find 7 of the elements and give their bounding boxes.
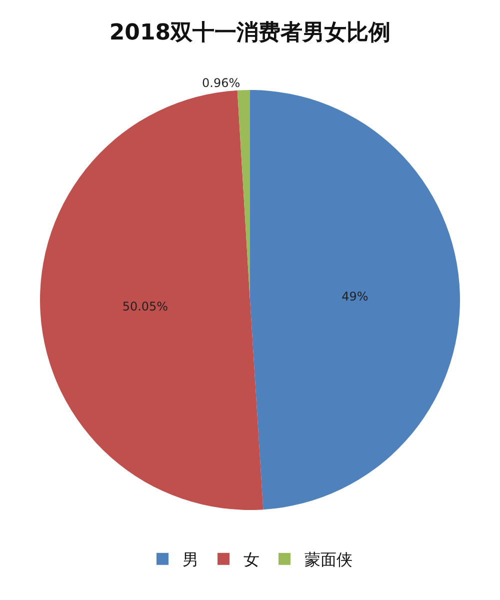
data-label: 49%	[342, 290, 368, 304]
legend-label: 男	[182, 550, 198, 570]
legend-label: 女	[244, 550, 260, 570]
chart-title: 2018双十一消费者男女比例	[109, 20, 391, 46]
data-label: 0.96%	[202, 76, 240, 90]
data-label: 50.05%	[122, 299, 168, 314]
legend-label: 蒙面侠	[304, 550, 352, 570]
